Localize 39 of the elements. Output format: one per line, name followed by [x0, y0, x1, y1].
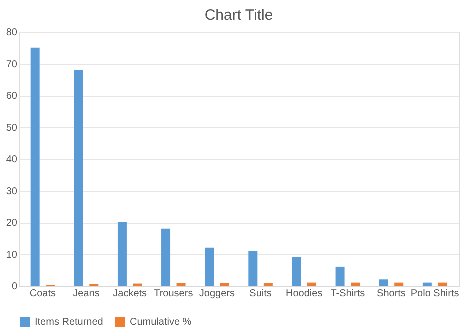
y-tick-label: 50	[6, 122, 18, 134]
bar	[307, 282, 316, 286]
x-tick-label: Jackets	[113, 288, 148, 300]
x-tick-label: Suits	[250, 288, 272, 300]
bar	[422, 282, 432, 286]
x-tick-label: Trousers	[154, 288, 194, 300]
y-tick-label: 60	[6, 91, 18, 102]
bar	[30, 48, 40, 286]
x-tick-label: Hoodies	[286, 288, 323, 300]
chart-title: Chart Title	[204, 7, 274, 24]
bar	[118, 222, 127, 286]
bar	[264, 283, 273, 286]
bar	[162, 228, 171, 286]
bar	[176, 283, 186, 286]
bar	[394, 282, 404, 286]
bar	[74, 70, 84, 286]
bar	[292, 257, 302, 286]
bar	[438, 282, 448, 286]
legend-label: Items Returned	[35, 317, 104, 328]
x-tick-label: Jeans	[73, 288, 100, 300]
y-tick-label: 30	[6, 186, 18, 198]
x-tick-label: Joggers	[199, 288, 236, 300]
bar	[220, 283, 230, 286]
bar	[379, 280, 388, 286]
y-tick-label: 0	[12, 282, 18, 292]
y-tick-label: 80	[6, 28, 18, 38]
x-tick-label: T-Shirts	[330, 288, 366, 300]
bar	[248, 251, 258, 286]
x-tick-label: Coats	[30, 288, 56, 300]
bar	[336, 266, 345, 286]
bar	[205, 248, 214, 286]
bar	[351, 282, 360, 286]
legend-label: Cumulative %	[130, 317, 192, 328]
y-tick-label: 70	[6, 59, 18, 70]
x-tick-label: Polo Shirts	[410, 288, 460, 300]
y-tick-label: 10	[6, 250, 18, 261]
x-tick-label: Shorts	[377, 288, 406, 300]
y-tick-label: 40	[6, 154, 18, 166]
y-tick-label: 20	[6, 218, 18, 229]
